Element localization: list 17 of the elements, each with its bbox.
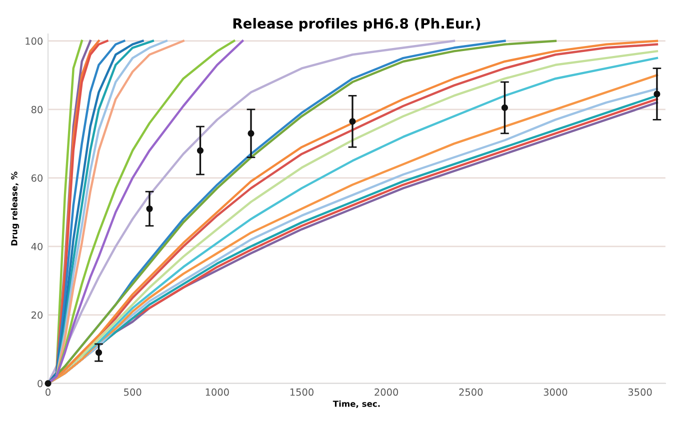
- y-tick-label: 100: [26, 37, 43, 45]
- y-tick-label: 20: [32, 311, 43, 319]
- chart-title: Release profiles pH6.8 (Ph.Eur.): [233, 18, 480, 32]
- x-tick-label: 3500: [628, 388, 652, 396]
- x-tick-label: 3000: [544, 388, 568, 396]
- y-tick-label: 80: [31, 106, 43, 114]
- x-tick-label: 2000: [374, 388, 398, 396]
- y-axis-title: Drug release, %: [10, 172, 20, 246]
- x-tick-label: 2500: [459, 388, 483, 396]
- x-tick-label: 0: [46, 388, 50, 396]
- x-tick-label: 500: [124, 388, 142, 396]
- x-tick-label: 1500: [290, 388, 314, 396]
- y-tick-label: 40: [31, 242, 43, 250]
- x-tick-label: 1000: [206, 388, 229, 396]
- y-tick-label: 60: [31, 174, 43, 182]
- x-axis-title: Time, sec.: [332, 400, 380, 408]
- y-tick-label: 0: [38, 380, 43, 388]
